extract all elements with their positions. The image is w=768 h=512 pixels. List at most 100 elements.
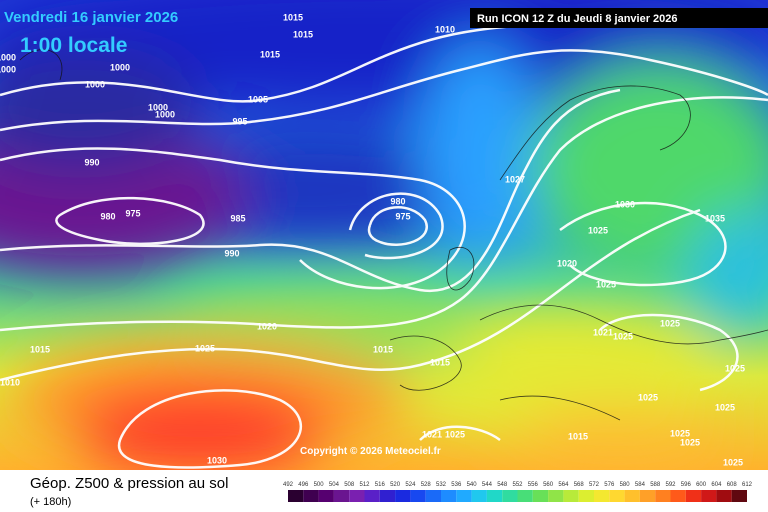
- scale-label: 500: [314, 482, 325, 488]
- scale-label: 604: [711, 482, 722, 488]
- isobar-label: 1015: [430, 357, 450, 367]
- isobar-label: 1000: [148, 102, 168, 112]
- scale-label: 580: [620, 482, 631, 488]
- scale-swatch: [548, 490, 564, 502]
- scale-swatch: [288, 490, 304, 502]
- isobar-label: 1027: [505, 174, 525, 184]
- scale-label: 588: [650, 482, 661, 488]
- scale-label: 544: [482, 482, 493, 488]
- isobar-label: 1025: [670, 428, 690, 438]
- isobar-label: 1025: [596, 279, 616, 289]
- isobar-label: 1005: [248, 94, 268, 104]
- isobar-label: 1015: [293, 29, 313, 39]
- isobar-label: 1025: [195, 343, 215, 353]
- scale-label: 612: [742, 482, 753, 488]
- scale-label: 520: [390, 482, 401, 488]
- isobar-label: 1025: [660, 318, 680, 328]
- footer-title: Géop. Z500 & pression au sol: [30, 475, 228, 492]
- isobar-label: 1025: [725, 363, 745, 373]
- isobar-label: 980: [100, 211, 115, 221]
- scale-swatch: [624, 490, 640, 502]
- isobar-label: 1000: [0, 52, 16, 62]
- isobar-label: 1015: [568, 431, 588, 441]
- isobar-label: 1020: [257, 321, 277, 331]
- scale-label: 536: [451, 482, 462, 488]
- isobar-label: 1021: [593, 327, 613, 337]
- scale-swatch: [716, 490, 732, 502]
- scale-swatch: [379, 490, 396, 502]
- isobar-label: 990: [224, 248, 239, 258]
- scale-label: 540: [467, 482, 478, 488]
- scale-swatch: [502, 490, 518, 502]
- scale-label: 512: [359, 482, 370, 488]
- forecast-time: 1:00 locale: [20, 34, 127, 57]
- scale-swatch: [303, 490, 319, 502]
- scale-label: 516: [375, 482, 386, 488]
- isobar-label: 1030: [207, 455, 227, 465]
- scale-label: 600: [696, 482, 707, 488]
- scale-label: 556: [528, 482, 539, 488]
- copyright: Copyright © 2026 Meteociel.fr: [300, 446, 441, 457]
- scale-swatch: [731, 490, 747, 502]
- scale-label: 492: [283, 482, 294, 488]
- scale-label: 568: [574, 482, 585, 488]
- isobar-label: 1000: [155, 109, 175, 119]
- scale-swatch: [425, 490, 441, 502]
- scale-swatch: [395, 490, 411, 502]
- scale-swatch: [655, 490, 671, 502]
- color-scale: 492 496 500 504 508 512 516 520 524 528 532 536 540 5…: [283, 482, 753, 502]
- scale-swatch: [609, 490, 625, 502]
- scale-label: 528: [421, 482, 432, 488]
- scale-label: 504: [329, 482, 340, 488]
- isobar-label: 1015: [283, 12, 303, 22]
- scale-swatch: [639, 490, 656, 502]
- scale-label: 508: [344, 482, 355, 488]
- scale-label: 496: [298, 482, 309, 488]
- isobar-label: 1025: [613, 331, 633, 341]
- scale-swatch: [364, 490, 380, 502]
- isobar-label: 990: [84, 157, 99, 167]
- scale-label: 548: [497, 482, 508, 488]
- isobar-label: 1025: [638, 392, 658, 402]
- isobar-labels: 1015101510101000100010001000101510051000…: [0, 12, 745, 467]
- isobar-label: 975: [125, 208, 140, 218]
- isobar-label: 1025: [588, 225, 608, 235]
- isobar-label: 985: [230, 213, 245, 223]
- forecast-lead: (+ 180h): [30, 496, 71, 508]
- isobar-label: 1020: [557, 258, 577, 268]
- scale-label: 576: [604, 482, 615, 488]
- scale-label: 532: [436, 482, 447, 488]
- isobar-label: 1035: [705, 213, 725, 223]
- scale-swatch: [486, 490, 503, 502]
- scale-swatch: [670, 490, 686, 502]
- scale-label: 560: [543, 482, 554, 488]
- scale-swatch: [578, 490, 594, 502]
- scale-swatch: [333, 490, 350, 502]
- scale-swatch: [456, 490, 472, 502]
- isobar-label: 1015: [30, 344, 50, 354]
- isobar-label: 980: [390, 196, 405, 206]
- isobar-label: 1025: [680, 437, 700, 447]
- scale-label: 608: [727, 482, 738, 488]
- isobar-label: 1015: [260, 49, 280, 59]
- forecast-date: Vendredi 16 janvier 2026: [4, 9, 178, 26]
- scale-label: 572: [589, 482, 600, 488]
- scale-swatch: [517, 490, 533, 502]
- isobar-label: 1015: [373, 344, 393, 354]
- isobar-label: 1000: [110, 62, 130, 72]
- scale-swatch: [701, 490, 717, 502]
- run-info: Run ICON 12 Z du Jeudi 8 janvier 2026: [477, 13, 678, 25]
- scale-swatch: [685, 490, 702, 502]
- scale-label: 564: [558, 482, 569, 488]
- scale-swatch: [441, 490, 457, 502]
- scale-swatch: [349, 490, 365, 502]
- isobar-label: 995: [232, 116, 247, 126]
- isobar-label: 1010: [0, 377, 20, 387]
- scale-swatch: [563, 490, 579, 502]
- scale-swatch: [594, 490, 610, 502]
- isobar-label: 1000: [85, 79, 105, 89]
- scale-label: 524: [405, 482, 416, 488]
- scale-swatch: [471, 490, 487, 502]
- scale-label: 552: [512, 482, 523, 488]
